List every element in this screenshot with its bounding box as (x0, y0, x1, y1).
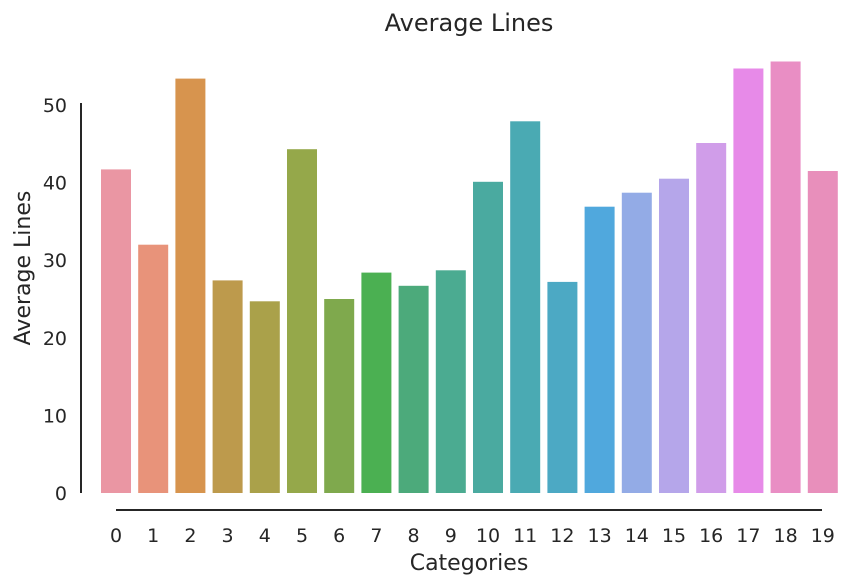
y-tick-label: 0 (55, 483, 67, 505)
bar-2 (175, 78, 206, 493)
bar-1 (138, 244, 169, 493)
x-tick-label: 13 (588, 525, 612, 547)
x-axis-label: Categories (410, 551, 529, 576)
y-ticks-group: 0 10 20 30 40 50 (43, 95, 67, 505)
y-tick-label: 50 (43, 95, 67, 117)
y-axis-label: Average Lines (11, 191, 36, 346)
bar-19 (807, 171, 838, 493)
x-tick-label: 8 (408, 525, 420, 547)
bar-3 (212, 280, 243, 493)
bar-17 (733, 68, 764, 493)
x-tick-label: 12 (550, 525, 574, 547)
bar-13 (584, 206, 615, 493)
x-tick-label: 10 (476, 525, 500, 547)
y-tick-label: 40 (43, 173, 67, 195)
bar-10 (473, 181, 503, 494)
x-tick-label: 18 (774, 525, 798, 547)
bar-7 (361, 272, 392, 493)
bar-9 (435, 270, 466, 493)
bar-11 (510, 121, 541, 494)
bar-16 (696, 143, 727, 493)
bar-18 (770, 61, 801, 493)
bar-15 (659, 178, 689, 493)
bar-0 (101, 169, 131, 493)
bar-5 (287, 149, 317, 493)
bars-group (101, 61, 838, 494)
x-tick-label: 16 (699, 525, 723, 547)
x-tick-label: 6 (333, 525, 345, 547)
bar-8 (398, 285, 429, 493)
x-tick-label: 11 (513, 525, 537, 547)
x-tick-label: 4 (259, 525, 271, 547)
bar-14 (621, 192, 652, 493)
y-tick-label: 30 (43, 250, 67, 272)
x-tick-label: 1 (147, 525, 159, 547)
x-tick-label: 15 (662, 525, 686, 547)
y-tick-label: 20 (43, 328, 67, 350)
x-tick-label: 0 (110, 525, 122, 547)
x-tick-label: 19 (811, 525, 835, 547)
x-tick-label: 17 (736, 525, 760, 547)
bar-6 (324, 299, 355, 493)
x-tick-label: 5 (296, 525, 308, 547)
x-tick-label: 2 (184, 525, 196, 547)
x-tick-label: 7 (370, 525, 382, 547)
bar-4 (249, 301, 280, 493)
x-tick-label: 9 (445, 525, 457, 547)
chart-title: Average Lines (385, 9, 554, 37)
x-tick-label: 3 (222, 525, 234, 547)
bar-12 (547, 281, 578, 493)
x-tick-label: 14 (625, 525, 649, 547)
y-tick-label: 10 (43, 405, 67, 427)
x-ticks-group: 0 1 2 3 4 5 6 7 8 9 10 11 12 13 14 15 16 17 18 19 (110, 525, 835, 547)
